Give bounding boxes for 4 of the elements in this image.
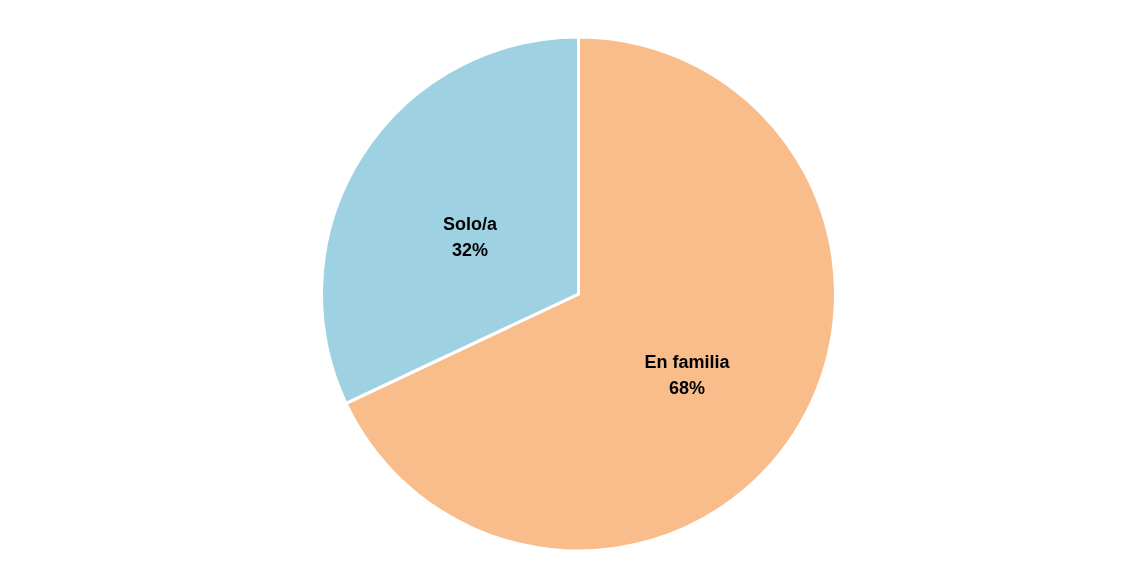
data-label: 68% bbox=[668, 377, 706, 398]
slice-label: En familia bbox=[644, 351, 731, 372]
data-label: 32% bbox=[451, 240, 489, 261]
slice-label: Solo/a bbox=[443, 214, 498, 235]
